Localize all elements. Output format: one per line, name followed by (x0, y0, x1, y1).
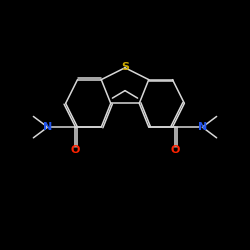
Text: N: N (43, 122, 52, 132)
Text: O: O (170, 145, 179, 155)
Text: N: N (198, 122, 207, 132)
Text: S: S (121, 62, 129, 72)
Text: O: O (70, 145, 80, 155)
